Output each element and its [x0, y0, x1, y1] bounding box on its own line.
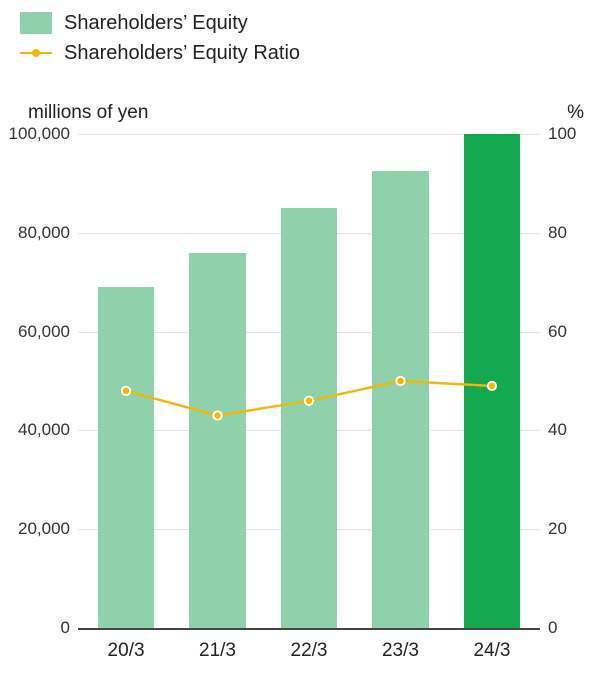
legend: Shareholders’ Equity Shareholders’ Equit…	[20, 8, 300, 68]
y-right-tick: 100	[548, 124, 598, 144]
legend-label-bar: Shareholders’ Equity	[64, 8, 248, 38]
x-category-label: 23/3	[382, 640, 419, 662]
line-series-svg	[78, 134, 540, 628]
line-marker	[488, 382, 496, 390]
line-marker	[122, 387, 130, 395]
right-axis-title: %	[567, 102, 584, 124]
legend-label-line: Shareholders’ Equity Ratio	[64, 38, 300, 68]
line-marker	[396, 377, 404, 385]
y-left-tick: 80,000	[0, 223, 70, 243]
x-category-label: 20/3	[108, 640, 145, 662]
y-right-tick: 40	[548, 420, 598, 440]
line-marker	[213, 411, 221, 419]
legend-swatch-bar	[20, 12, 52, 34]
left-axis-title: millions of yen	[28, 102, 148, 124]
y-left-tick: 60,000	[0, 322, 70, 342]
y-right-tick: 80	[548, 223, 598, 243]
x-category-label: 21/3	[199, 640, 236, 662]
y-left-tick: 0	[0, 618, 70, 638]
legend-item-line: Shareholders’ Equity Ratio	[20, 38, 300, 68]
y-right-tick: 0	[548, 618, 598, 638]
x-category-label: 24/3	[473, 640, 510, 662]
y-left-tick: 100,000	[0, 124, 70, 144]
legend-item-bar: Shareholders’ Equity	[20, 8, 300, 38]
y-right-tick: 60	[548, 322, 598, 342]
y-right-tick: 20	[548, 519, 598, 539]
line-marker	[305, 397, 313, 405]
chart-plot-area: 020,00040,00060,00080,000100,00002040608…	[78, 134, 540, 630]
legend-swatch-line	[20, 42, 52, 64]
y-left-tick: 20,000	[0, 519, 70, 539]
x-category-label: 22/3	[291, 640, 328, 662]
y-left-tick: 40,000	[0, 420, 70, 440]
